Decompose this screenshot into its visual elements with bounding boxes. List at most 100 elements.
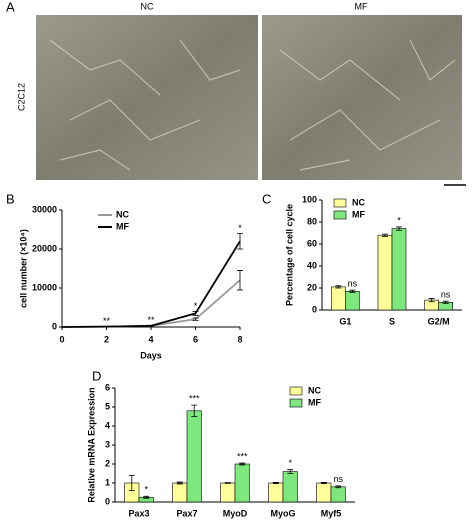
bar [220, 482, 236, 503]
significance: * [238, 223, 242, 233]
error-bar [176, 481, 183, 485]
y-axis-label: Percentage of cell cycle [284, 204, 294, 306]
error-bar [239, 462, 246, 466]
y-tick-label: 20000 [32, 243, 57, 253]
error-bar [335, 485, 342, 489]
bar [377, 234, 393, 311]
error-bar [382, 233, 388, 237]
y-tick-label: 10000 [32, 282, 57, 292]
x-tick-label: G2/M [428, 316, 450, 326]
y-tick-label: 20 [307, 282, 317, 292]
y-axis-label: Relative mRNA Expression [86, 387, 96, 502]
error-bar [128, 475, 135, 491]
y-tick-label: 40 [307, 260, 317, 270]
error-bar [335, 285, 342, 289]
y-tick-label: 2 [105, 458, 110, 468]
y-tick-label: 60 [307, 238, 317, 248]
cell-texture [49, 39, 456, 171]
error-bar [349, 289, 356, 293]
line [61, 240, 241, 328]
significance: *** [189, 393, 200, 403]
bar [268, 482, 284, 503]
error-bar [192, 311, 199, 316]
legend-swatch [289, 398, 303, 408]
x-tick-label: Myf5 [321, 508, 342, 518]
error-bar [224, 482, 231, 484]
x-tick-label: 4 [148, 334, 153, 344]
legend-label: MF [308, 397, 321, 407]
y-tick-label: 0 [105, 496, 110, 506]
micrograph [36, 15, 258, 180]
legend-swatch [289, 386, 303, 396]
bar [234, 463, 250, 503]
y-tick-label: 30000 [32, 204, 57, 214]
error-bar [272, 482, 279, 484]
panel-label: D [92, 368, 101, 383]
x-tick-label: Pax3 [128, 508, 149, 518]
y-tick-label: 0 [52, 321, 57, 331]
y-tick-label: 4 [105, 420, 110, 430]
y-tick-label: 5 [105, 401, 110, 411]
y-tick-label: 1 [105, 477, 110, 487]
error-bar [237, 270, 243, 291]
significance: ** [103, 316, 111, 326]
error-bar [396, 226, 402, 231]
error-bar [428, 298, 435, 303]
x-tick-label: G1 [339, 316, 351, 326]
x-tick-label: Pax7 [176, 508, 197, 518]
bar [172, 482, 188, 503]
legend-label: MF [352, 209, 365, 219]
panel-label: C [262, 191, 271, 206]
x-tick-label: 6 [193, 334, 198, 344]
bar [282, 471, 298, 503]
panel-label: A [6, 0, 15, 14]
y-axis-label: cell number (×10⁴) [18, 229, 28, 308]
error-bar [191, 404, 198, 417]
bar [186, 410, 202, 503]
legend-swatch [333, 198, 347, 208]
bar [391, 228, 407, 311]
error-bar [287, 469, 294, 474]
significance: * [397, 215, 401, 225]
y-tick-label: 100 [302, 194, 317, 204]
bar [316, 482, 332, 503]
row-label: C2C12 [16, 83, 26, 111]
significance: * [144, 485, 148, 495]
bar [331, 286, 346, 311]
bar [345, 290, 360, 311]
error-bar [320, 482, 327, 484]
significance: * [194, 301, 198, 311]
legend-label: NC [116, 209, 129, 219]
image-title: NC [141, 1, 154, 11]
y-tick-label: 0 [312, 304, 317, 314]
y-tick-label: 6 [105, 382, 110, 392]
legend-label: NC [352, 197, 365, 207]
x-tick-label: MyoG [270, 508, 295, 518]
legend-label: MF [116, 221, 129, 231]
x-tick-label: 8 [237, 334, 242, 344]
y-tick-label: 80 [307, 216, 317, 226]
image-title: MF [355, 1, 368, 11]
panel-label: B [6, 191, 15, 206]
micrograph [262, 15, 462, 180]
significance: *** [237, 451, 248, 461]
legend-label: NC [308, 385, 321, 395]
error-bar [192, 317, 199, 321]
significance: ns [441, 290, 451, 300]
error-bar [143, 495, 150, 499]
bar [330, 486, 346, 503]
significance: ns [348, 279, 358, 289]
x-tick-label: 2 [104, 334, 109, 344]
significance: * [288, 458, 292, 468]
x-tick-label: MyoD [223, 508, 248, 518]
significance: ** [147, 315, 155, 325]
error-bar [442, 300, 449, 304]
y-tick-label: 3 [105, 439, 110, 449]
x-tick-label: S [389, 316, 395, 326]
x-axis-label: Days [140, 350, 162, 360]
error-bar [237, 233, 243, 250]
x-tick-label: 0 [59, 334, 64, 344]
significance: ns [333, 474, 343, 484]
legend-swatch [333, 210, 347, 220]
